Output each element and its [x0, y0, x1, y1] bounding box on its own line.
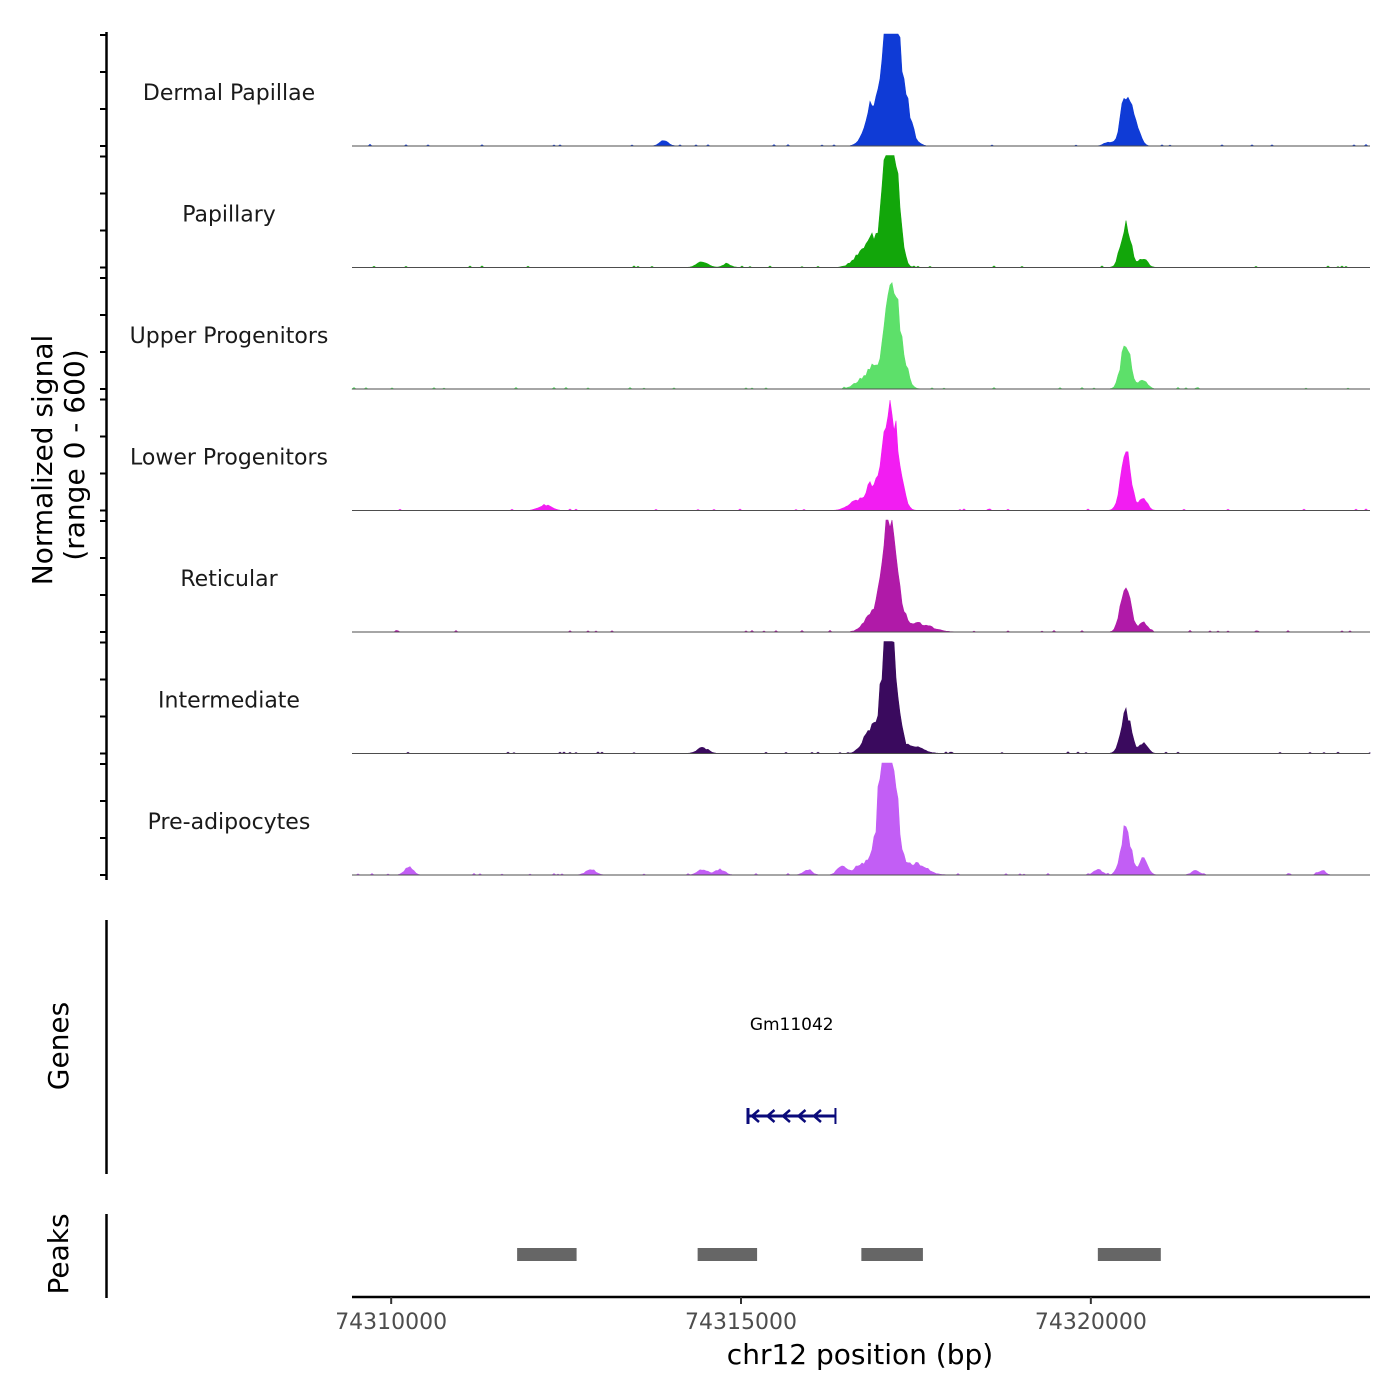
y-axis-title: Normalized signal — [26, 335, 59, 586]
track-label: Lower Progenitors — [130, 446, 328, 471]
signal-area-reticular — [352, 519, 1370, 633]
signal-area-dermal-papillae — [352, 33, 1370, 147]
y-axis-range: (range 0 - 600) — [58, 349, 91, 560]
gene-label: Gm11042 — [750, 1015, 834, 1035]
x-tick-label: 74315000 — [685, 1310, 797, 1335]
signal-area-lower-progenitors — [352, 400, 1370, 511]
track-label: Dermal Papillae — [143, 81, 315, 106]
peak-region — [697, 1248, 758, 1261]
track-label: Upper Progenitors — [130, 324, 329, 349]
genes-track: Gm11042 — [746, 1015, 837, 1124]
strand-arrow-icon — [812, 1109, 822, 1123]
x-tick-label: 74310000 — [335, 1310, 447, 1335]
x-axis-ticks: 74310000 74315000 74320000 — [335, 1297, 1147, 1335]
signal-area-pre-adipocytes — [352, 762, 1370, 876]
signal-area-upper-progenitors — [351, 282, 1370, 390]
peaks-track — [517, 1248, 1161, 1261]
genes-track-title: Genes — [42, 1002, 75, 1090]
signal-area-intermediate — [352, 641, 1371, 754]
peaks-track-title: Peaks — [42, 1213, 75, 1294]
peak-region — [517, 1248, 577, 1261]
strand-arrow-icon — [796, 1109, 807, 1123]
strand-arrow-icon — [750, 1109, 760, 1123]
track-label: Pre-adipocytes — [148, 810, 311, 835]
track-label: Papillary — [182, 203, 276, 228]
peak-region — [1097, 1248, 1161, 1261]
coverage-y-ticks — [100, 34, 106, 876]
track-label: Reticular — [180, 567, 278, 592]
coverage-tracks: Dermal Papillae Papillary Upper Progenitor… — [130, 33, 1371, 876]
strand-arrow-icon — [781, 1109, 791, 1123]
peak-region — [861, 1248, 923, 1261]
signal-area-papillary — [352, 155, 1370, 268]
x-tick-label: 74320000 — [1035, 1310, 1147, 1335]
x-axis-title: chr12 position (bp) — [727, 1338, 993, 1371]
track-label: Intermediate — [158, 689, 300, 714]
strand-arrow-icon — [765, 1109, 776, 1123]
